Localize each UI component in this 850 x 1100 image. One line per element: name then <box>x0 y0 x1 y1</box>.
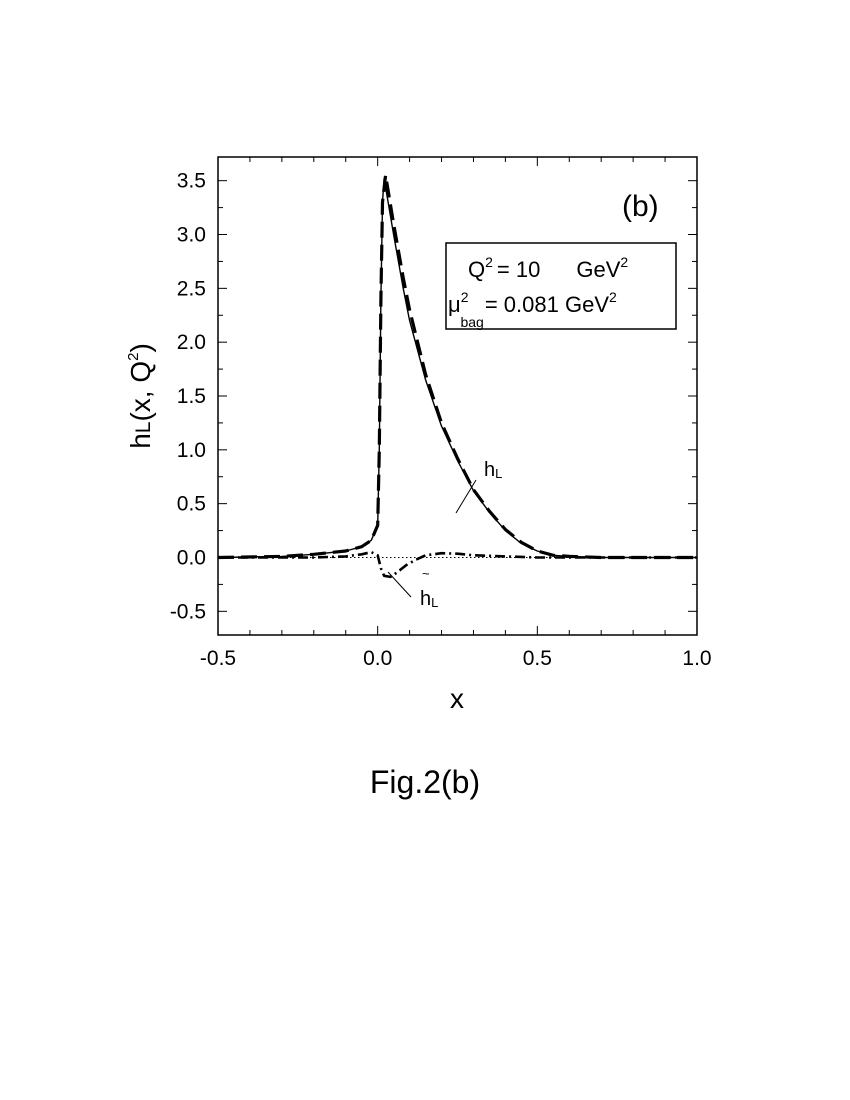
annotation-hl-leader <box>455 479 477 514</box>
y-tick-label: 3.0 <box>177 224 206 247</box>
series-line-solid <box>217 177 697 559</box>
annotation-hl-tilde-mark: ~ <box>422 566 430 581</box>
y-tick-label: 1.5 <box>177 385 206 408</box>
curves <box>217 173 697 579</box>
x-tick-label: 0.0 <box>363 647 392 670</box>
y-tick-label: 1.0 <box>177 439 206 462</box>
legend-box <box>445 242 677 330</box>
y-tick-label: 2.0 <box>177 331 206 354</box>
y-tick-label: 2.5 <box>177 277 206 300</box>
figure-caption: Fig.2(b) <box>369 764 481 800</box>
annotation-hl-tilde-label: hL <box>420 588 438 610</box>
annotation-hl-tilde: ~ hL <box>387 566 438 610</box>
y-tick-label: -0.5 <box>170 600 206 623</box>
axis-ticks <box>217 157 698 635</box>
x-tick-label: -0.5 <box>200 647 236 670</box>
x-tick-label: 1.0 <box>682 647 711 670</box>
x-axis-label: x <box>450 683 464 714</box>
y-tick-label: 0.0 <box>177 546 206 569</box>
y-tick-label: 0.5 <box>177 493 206 516</box>
annotation-hl-tilde-leader <box>387 571 412 598</box>
annotation-hl: hL <box>455 459 502 514</box>
legend-line-2: μ2 bag= 0.081 GeV2 <box>448 289 617 330</box>
panel-label: (b) <box>622 190 659 223</box>
plot-area <box>217 156 698 636</box>
series-line-dashed <box>217 173 697 560</box>
legend: Q2 = 10 GeV2 μ2 bag= 0.081 GeV2 <box>445 242 677 330</box>
x-tick-label: 0.5 <box>523 647 552 670</box>
y-axis-label: hL(x, Q2) <box>125 343 156 449</box>
tick-labels: -0.5 0.0 0.5 1.0 -0.5 0.0 0.5 1.0 1.5 2.0 2.5 3.0 3.… <box>170 170 712 670</box>
series-line-dashdot <box>218 550 697 579</box>
annotation-hl-label: hL <box>484 459 502 481</box>
plot-frame <box>217 156 698 636</box>
legend-line-1: Q2 = 10 GeV2 <box>468 254 628 282</box>
y-tick-label: 3.5 <box>177 170 206 193</box>
